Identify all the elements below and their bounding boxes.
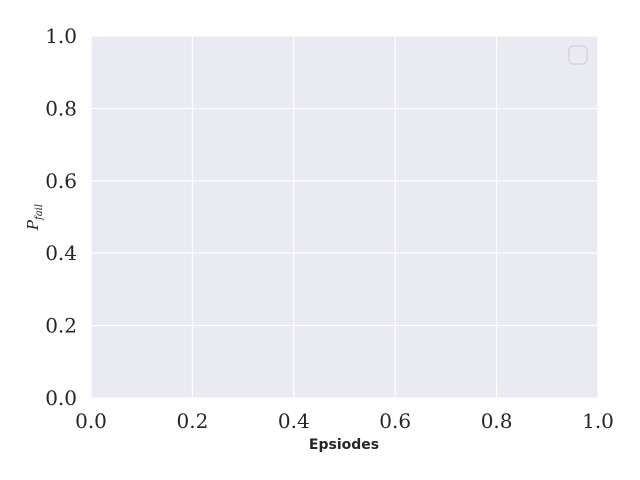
y-axis-ticks: 0.0 0.2 0.4 0.6 0.8 1.0 [45,24,77,410]
y-tick-label: 0.8 [45,96,77,120]
x-axis-ticks: 0.0 0.2 0.4 0.6 0.8 1.0 [75,409,614,433]
x-tick-label: 0.6 [379,409,411,433]
x-tick-label: 0.0 [75,409,107,433]
y-tick-label: 0.4 [45,241,77,265]
y-axis-label: Pfail [24,204,45,231]
y-tick-label: 1.0 [45,24,77,48]
y-tick-label: 0.6 [45,169,77,193]
x-tick-label: 0.2 [176,409,208,433]
y-axis-label-subscript: fail [34,204,45,221]
x-tick-label: 0.4 [278,409,310,433]
y-tick-label: 0.2 [45,314,77,338]
x-tick-label: 0.8 [481,409,513,433]
x-axis-label: Epsiodes [309,437,379,453]
x-tick-label: 1.0 [582,409,614,433]
y-axis-label-base: P [24,219,42,231]
legend [568,45,588,65]
y-tick-label: 0.0 [45,386,77,410]
grid [90,35,599,399]
plot-area [91,36,598,398]
